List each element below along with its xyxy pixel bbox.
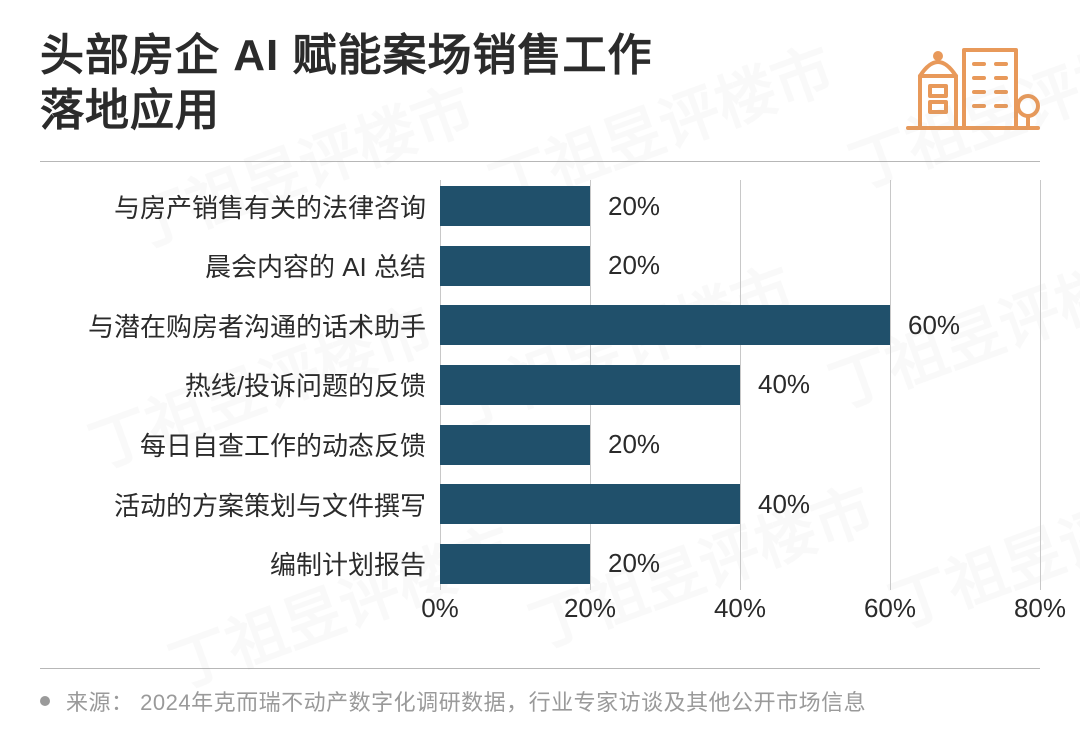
bar: [440, 305, 890, 345]
source-line: 来源： 2024年克而瑞不动产数字化调研数据，行业专家访谈及其他公开市场信息: [40, 685, 1040, 717]
bar-value-label: 20%: [608, 548, 660, 579]
y-axis-label: 活动的方案策划与文件撰写: [40, 486, 440, 523]
bar-wrap: 40%: [440, 484, 1040, 524]
y-axis-label: 热线/投诉问题的反馈: [40, 366, 440, 403]
bar-value-label: 60%: [908, 310, 960, 341]
chart-row: 活动的方案策划与文件撰写 40%: [40, 484, 1040, 524]
chart-row: 热线/投诉问题的反馈 40%: [40, 365, 1040, 405]
bar: [440, 425, 590, 465]
divider-bottom: [40, 668, 1040, 669]
chart-row: 与房产销售有关的法律咨询 20%: [40, 186, 1040, 226]
chart-row: 每日自查工作的动态反馈 20%: [40, 425, 1040, 465]
bar: [440, 186, 590, 226]
y-axis-label: 与潜在购房者沟通的话术助手: [40, 307, 440, 344]
bar-wrap: 60%: [440, 305, 1040, 345]
chart-row: 与潜在购房者沟通的话术助手 60%: [40, 305, 1040, 345]
header: 头部房企 AI 赋能案场销售工作 落地应用: [40, 28, 1040, 143]
bar: [440, 246, 590, 286]
source-text: 2024年克而瑞不动产数字化调研数据，行业专家访谈及其他公开市场信息: [140, 685, 866, 717]
bar: [440, 544, 590, 584]
bar-value-label: 20%: [608, 191, 660, 222]
chart-title: 头部房企 AI 赋能案场销售工作 落地应用: [40, 28, 652, 138]
bar-value-label: 20%: [608, 429, 660, 460]
bar-value-label: 40%: [758, 489, 810, 520]
x-axis-tick-label: 60%: [864, 593, 916, 624]
x-axis-tick-label: 80%: [1014, 593, 1066, 624]
y-axis-label: 与房产销售有关的法律咨询: [40, 188, 440, 225]
x-axis-tick-label: 0%: [421, 593, 459, 624]
source-bullet-icon: [40, 696, 50, 706]
divider-top: [40, 161, 1040, 162]
bar-chart: 0%20%40%60%80% 与房产销售有关的法律咨询20%晨会内容的 AI 总…: [40, 180, 1040, 630]
source-prefix: 来源：: [66, 685, 134, 717]
bar: [440, 365, 740, 405]
y-axis-label: 每日自查工作的动态反馈: [40, 426, 440, 463]
bar: [440, 484, 740, 524]
page: 丁祖昱评楼市丁祖昱评楼市丁祖昱评楼市丁祖昱评楼市丁祖昱评楼市丁祖昱评楼市丁祖昱评…: [0, 0, 1080, 736]
bar-value-label: 20%: [608, 250, 660, 281]
gridline: [1040, 180, 1041, 590]
chart-row: 编制计划报告 20%: [40, 544, 1040, 584]
x-axis-tick-label: 40%: [714, 593, 766, 624]
x-axis-tick-label: 20%: [564, 593, 616, 624]
bar-wrap: 20%: [440, 186, 1040, 226]
buildings-icon: [900, 28, 1040, 143]
bar-wrap: 20%: [440, 544, 1040, 584]
y-axis-label: 编制计划报告: [40, 545, 440, 582]
bar-wrap: 40%: [440, 365, 1040, 405]
bar-wrap: 20%: [440, 425, 1040, 465]
y-axis-label: 晨会内容的 AI 总结: [40, 247, 440, 284]
chart-rows: 与房产销售有关的法律咨询 20% 晨会内容的 AI 总结 20% 与潜在购房者沟通的话术…: [40, 186, 1040, 584]
bar-value-label: 40%: [758, 369, 810, 400]
chart-row: 晨会内容的 AI 总结 20%: [40, 246, 1040, 286]
bar-wrap: 20%: [440, 246, 1040, 286]
